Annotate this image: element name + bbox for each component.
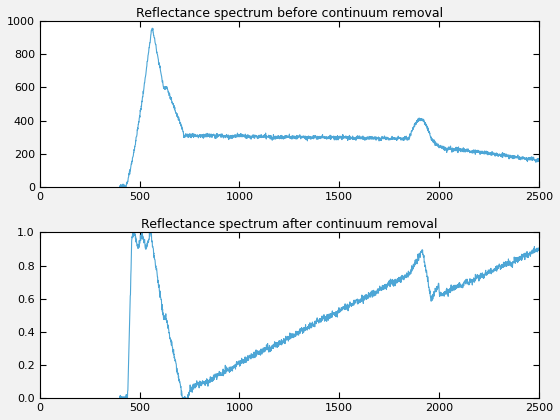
Title: Reflectance spectrum after continuum removal: Reflectance spectrum after continuum rem… [141, 218, 438, 231]
Title: Reflectance spectrum before continuum removal: Reflectance spectrum before continuum re… [136, 7, 443, 20]
